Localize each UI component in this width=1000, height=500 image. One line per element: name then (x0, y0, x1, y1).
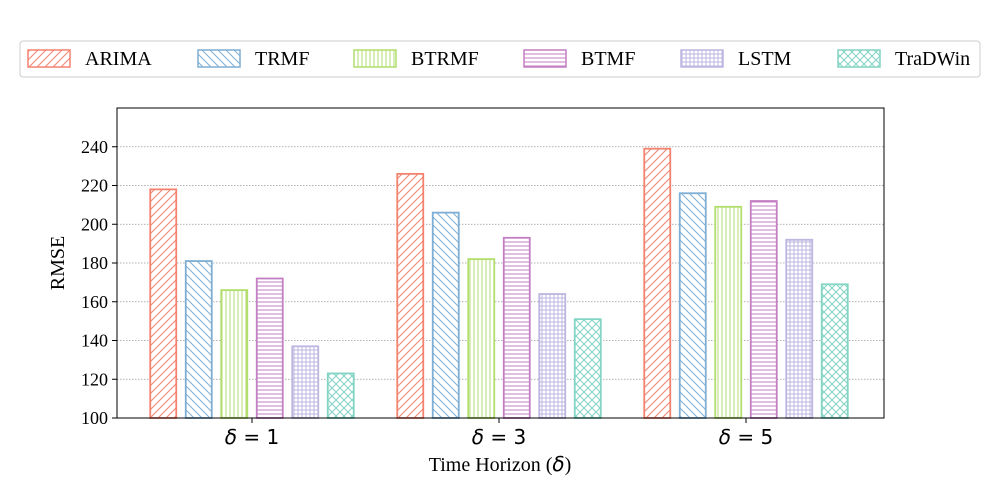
legend-label-btrmf: BTRMF (411, 48, 479, 70)
y-tick-label: 220 (81, 176, 108, 196)
bar-tradwin-1 (326, 372, 355, 419)
legend-label-arima: ARIMA (85, 48, 152, 70)
bar-trmf-1 (184, 260, 213, 419)
legend-swatch-arima (27, 49, 71, 68)
bar-btmf-2 (502, 236, 531, 419)
legend-swatch-lstm (680, 49, 724, 68)
bar-lstm-1 (291, 345, 320, 419)
bar-btrmf-3 (714, 205, 743, 419)
legend-swatch-btmf (523, 49, 567, 68)
legend-swatch-tradwin (837, 49, 881, 68)
legend-label-btmf: BTMF (581, 48, 635, 70)
bar-btmf-1 (255, 277, 284, 419)
legend-swatch-btrmf (353, 49, 397, 68)
legend-frame (19, 40, 981, 78)
y-axis: 100 120 140 160 180 200 220 240 (81, 137, 117, 428)
bar-trmf-3 (678, 192, 707, 419)
x-axis-label-suffix: ) (565, 454, 572, 476)
bar-lstm-3 (785, 238, 814, 419)
y-tick-label: 200 (81, 214, 108, 234)
x-axis-label-symbol: δ (552, 452, 564, 476)
bar-arima-1 (149, 188, 178, 419)
y-tick-label: 120 (81, 369, 108, 389)
legend-label-trmf: TRMF (255, 48, 309, 70)
legend-label-lstm: LSTM (738, 48, 792, 70)
x-tick-label: δ = 1 (225, 425, 279, 449)
x-tick-label: δ = 5 (719, 425, 773, 449)
legend: ARIMA TRMF BTRMF BTMF LSTM TraDWin (19, 40, 981, 78)
bar-btrmf-2 (467, 258, 496, 419)
y-tick-label: 160 (81, 292, 108, 312)
x-axis-label: Time Horizon (δ) (429, 452, 572, 476)
legend-swatch-trmf (197, 49, 241, 68)
legend-label-tradwin: TraDWin (895, 48, 970, 70)
x-axis: δ = 1 δ = 3 δ = 5 (225, 418, 773, 449)
x-tick-label: δ = 3 (472, 425, 526, 449)
x-axis-label-prefix: Time Horizon ( (429, 454, 553, 476)
bar-arima-2 (396, 172, 425, 419)
bar-arima-3 (643, 147, 672, 419)
y-tick-label: 100 (81, 408, 108, 428)
y-axis-label: RMSE (47, 236, 69, 290)
bar-tradwin-2 (573, 318, 602, 419)
y-tick-label: 240 (81, 137, 108, 157)
bar-tradwin-3 (820, 283, 849, 419)
bars (149, 147, 849, 419)
bar-lstm-2 (538, 293, 567, 419)
y-tick-label: 140 (81, 331, 108, 351)
bar-btrmf-1 (220, 289, 249, 419)
bar-btmf-3 (749, 200, 778, 419)
y-tick-label: 180 (81, 253, 108, 273)
bar-trmf-2 (431, 211, 460, 419)
